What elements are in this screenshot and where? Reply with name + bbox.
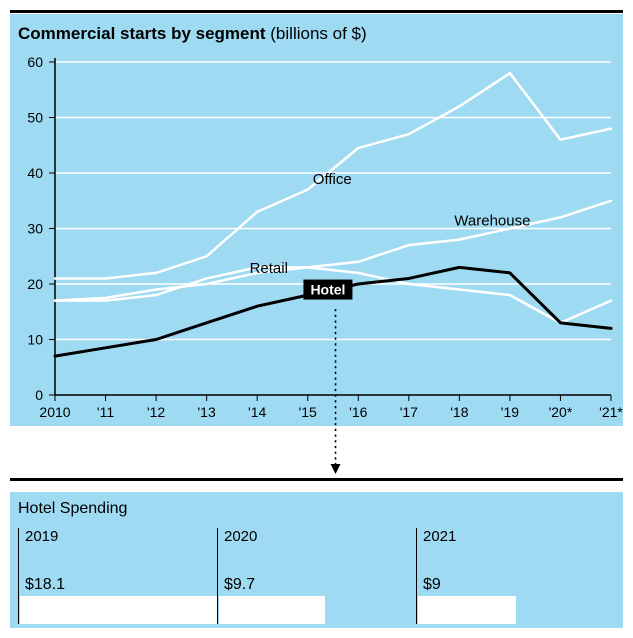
spending-columns: 2019 $18.1 2020 $9.7 2021 $9 [18, 528, 615, 624]
spending-column: 2019 $18.1 [18, 528, 217, 624]
spending-bar [418, 596, 516, 624]
spending-value: $9.7 [224, 576, 255, 594]
spending-value: $9 [423, 576, 441, 594]
svg-text:Warehouse: Warehouse [454, 213, 530, 230]
line-chart: 0 10 20 30 40 50 60 2010 '11 '12 '13 '14 '15 '16 '17 '1… [0, 0, 633, 456]
svg-text:'18: '18 [450, 404, 468, 420]
svg-text:Hotel: Hotel [310, 282, 345, 298]
svg-text:'15: '15 [299, 404, 317, 420]
svg-text:10: 10 [27, 332, 43, 348]
svg-text:0: 0 [35, 387, 43, 403]
svg-text:'20*: '20* [549, 404, 573, 420]
mid-rule [10, 478, 623, 481]
svg-text:40: 40 [27, 165, 43, 181]
svg-text:'17: '17 [400, 404, 418, 420]
spending-bar [219, 596, 325, 624]
svg-text:'16: '16 [349, 404, 367, 420]
svg-text:60: 60 [27, 54, 43, 70]
svg-text:30: 30 [27, 221, 43, 237]
spending-column: 2021 $9 [416, 528, 615, 624]
svg-text:'14: '14 [248, 404, 266, 420]
svg-text:Retail: Retail [250, 260, 288, 277]
svg-text:Office: Office [313, 171, 352, 188]
svg-text:'11: '11 [97, 404, 114, 420]
svg-text:2010: 2010 [39, 404, 70, 420]
svg-text:'21*: '21* [599, 404, 623, 420]
svg-text:'19: '19 [501, 404, 519, 420]
spending-title: Hotel Spending [18, 500, 127, 518]
svg-text:20: 20 [27, 276, 43, 292]
spending-value: $18.1 [25, 576, 65, 594]
spending-year: 2021 [423, 528, 615, 545]
spending-bar [20, 596, 217, 624]
svg-text:'13: '13 [198, 404, 216, 420]
spending-year: 2019 [25, 528, 217, 545]
spending-year: 2020 [224, 528, 416, 545]
spending-column: 2020 $9.7 [217, 528, 416, 624]
svg-text:50: 50 [27, 110, 43, 126]
svg-text:'12: '12 [147, 404, 165, 420]
